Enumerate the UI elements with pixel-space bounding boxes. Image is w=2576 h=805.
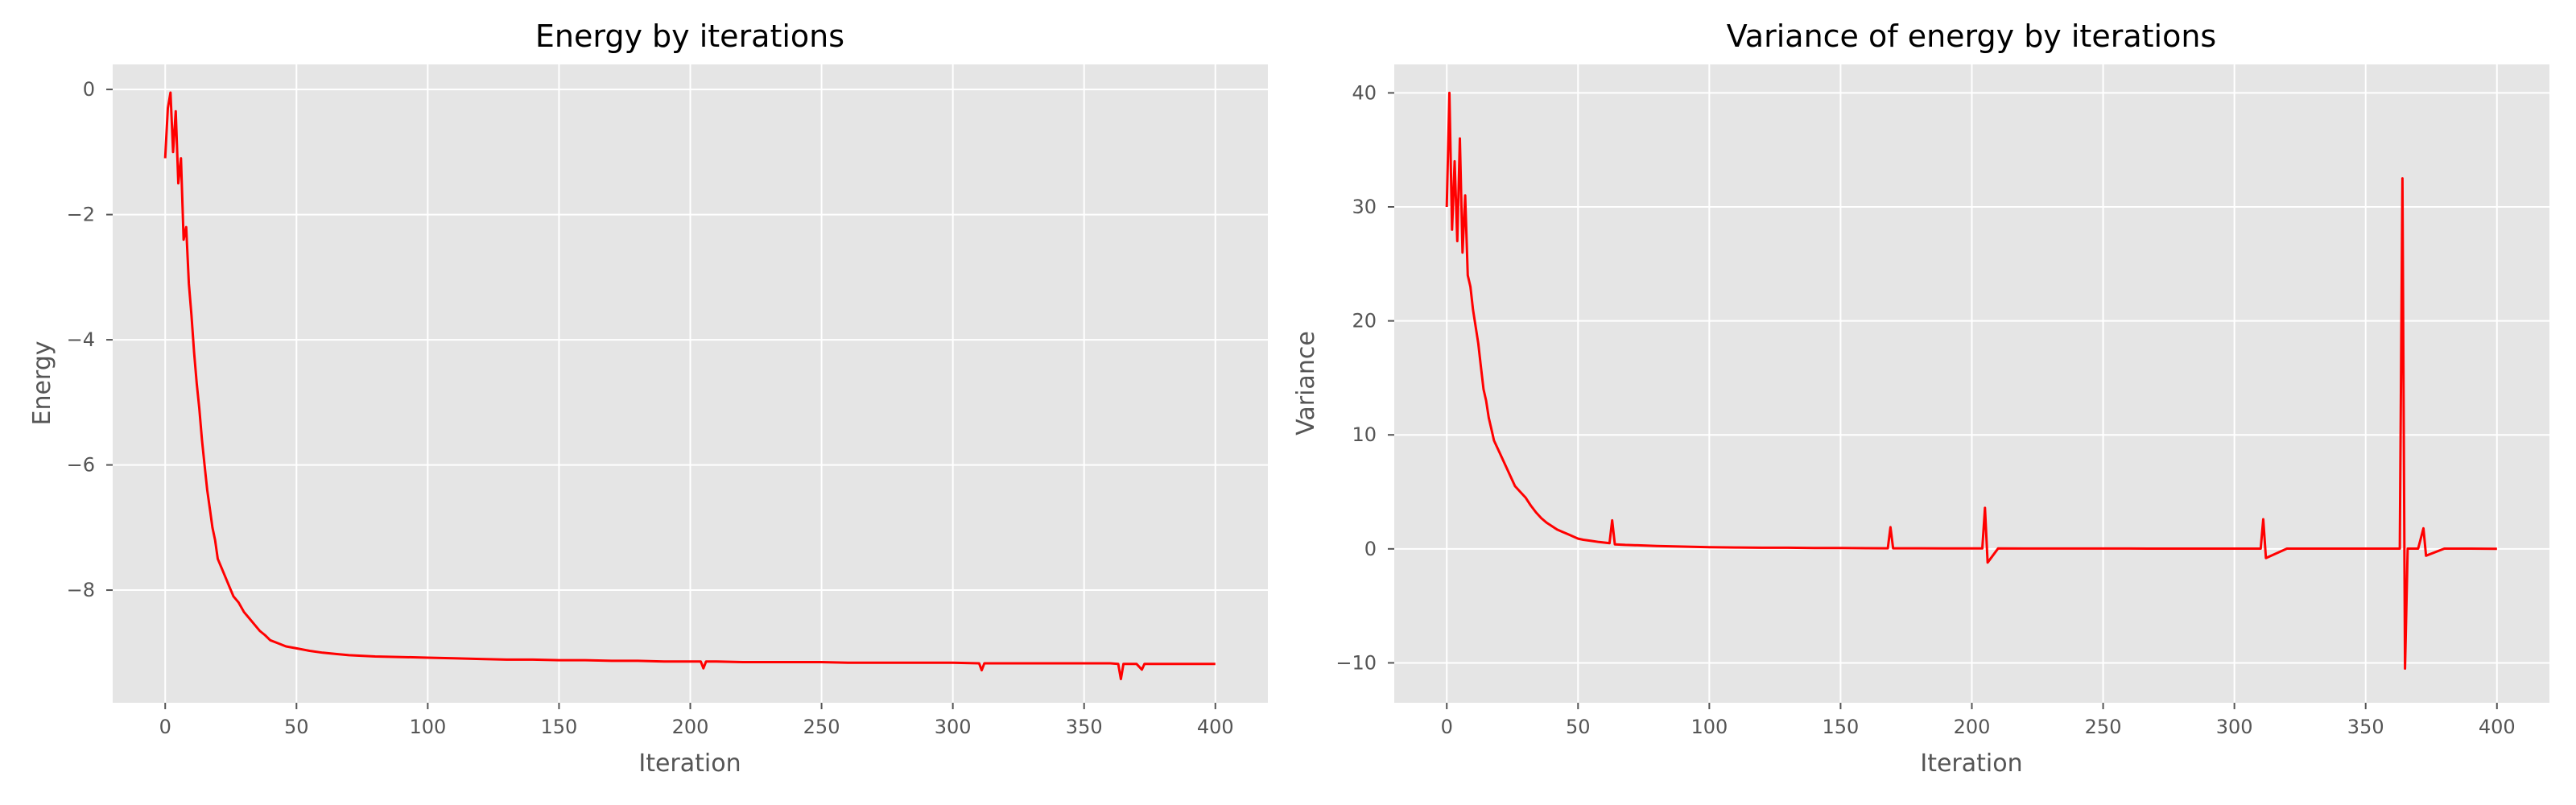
energy-grid [113, 64, 1268, 703]
variance-y-tick-label: −10 [1335, 651, 1377, 674]
energy-chart-title: Energy by iterations [535, 19, 844, 54]
energy-x-axis-label: Iteration [638, 749, 741, 778]
variance-series [1445, 91, 2497, 670]
energy-y-tick-label: −6 [67, 454, 95, 477]
variance-x-tick-label: 50 [1566, 716, 1591, 738]
variance-x-ticks: 0 50 100 150 200 250 300 350 400 [1441, 703, 2516, 738]
energy-y-tick-label: −8 [67, 579, 95, 601]
variance-x-tick-label: 200 [1954, 716, 1991, 738]
energy-x-tick-label: 250 [803, 716, 840, 738]
variance-x-tick-label: 250 [2085, 716, 2122, 738]
energy-x-tick-label: 100 [409, 716, 446, 738]
variance-y-tick-label: 20 [1352, 310, 1377, 332]
variance-y-tick-label: 30 [1352, 196, 1377, 218]
energy-x-tick-label: 200 [672, 716, 709, 738]
variance-x-tick-label: 350 [2347, 716, 2384, 738]
energy-x-tick-label: 300 [935, 716, 972, 738]
energy-series [163, 91, 1216, 680]
variance-series-line [1445, 91, 2497, 670]
variance-x-tick-label: 100 [1690, 716, 1728, 738]
variance-x-axis-label: Iteration [1920, 749, 2022, 778]
variance-y-axis-label: Variance [1292, 331, 1320, 436]
variance-x-tick-label: 150 [1823, 716, 1860, 738]
energy-x-ticks: 0 50 100 150 200 250 300 350 400 [159, 703, 1234, 738]
variance-y-tick-label: 40 [1352, 81, 1377, 104]
energy-x-tick-label: 400 [1197, 716, 1234, 738]
energy-x-tick-label: 50 [284, 716, 309, 738]
energy-series-line [163, 91, 1216, 680]
energy-x-tick-label: 350 [1066, 716, 1103, 738]
variance-grid [1394, 64, 2549, 703]
variance-x-tick-label: 300 [2216, 716, 2253, 738]
energy-y-tick-label: −2 [67, 204, 95, 226]
variance-x-tick-label: 400 [2479, 716, 2516, 738]
energy-y-tick-label: −4 [67, 328, 95, 351]
variance-y-ticks: 40 30 20 10 0 −10 [1335, 81, 1394, 674]
energy-chart: 0 50 100 150 200 250 300 350 400 0 −2 −4 −6 −8 Energ… [28, 19, 1268, 778]
energy-x-tick-label: 150 [541, 716, 578, 738]
variance-x-tick-label: 0 [1441, 716, 1453, 738]
variance-y-tick-label: 0 [1364, 538, 1377, 560]
energy-y-axis-label: Energy [28, 341, 56, 425]
variance-chart-title: Variance of energy by iterations [1727, 19, 2216, 54]
energy-y-tick-label: 0 [83, 78, 95, 101]
energy-y-ticks: 0 −2 −4 −6 −8 [67, 78, 113, 601]
energy-x-tick-label: 0 [159, 716, 171, 738]
variance-y-tick-label: 10 [1352, 423, 1377, 446]
